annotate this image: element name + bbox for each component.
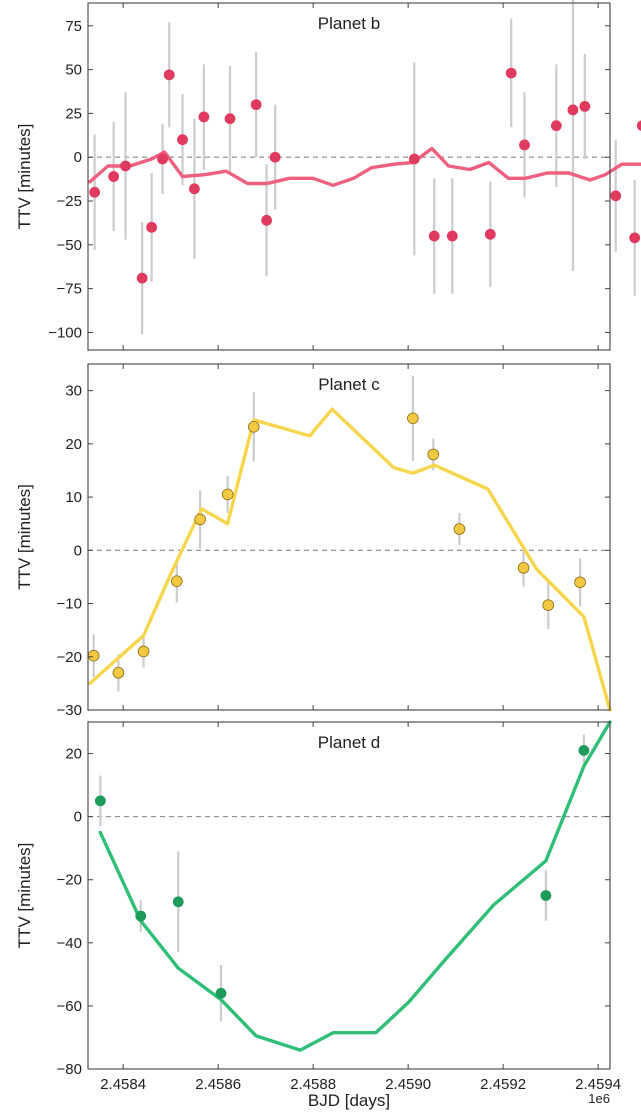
data-point	[194, 513, 206, 526]
data-point	[517, 562, 530, 574]
y-tick-label: 10	[65, 489, 82, 506]
data-point	[579, 100, 591, 112]
y-tick-label: −25	[57, 193, 82, 210]
data-point	[136, 272, 148, 284]
data-point	[636, 120, 641, 131]
plot-frame	[87, 363, 611, 711]
data-point	[177, 134, 188, 146]
data-point	[542, 599, 555, 611]
y-axis-label: TTV [minutes]	[15, 484, 34, 590]
data-point	[446, 230, 458, 242]
data-point	[172, 896, 184, 908]
panel-title: Planet c	[318, 375, 380, 394]
y-tick-label: −40	[57, 935, 82, 952]
y-tick-label: 25	[65, 105, 82, 122]
data-point	[163, 69, 175, 81]
y-tick-label: 30	[65, 383, 82, 400]
data-point	[108, 171, 120, 182]
model-line	[88, 146, 641, 187]
data-point	[578, 744, 590, 756]
data-point	[87, 649, 100, 662]
data-point	[89, 186, 101, 198]
data-point	[247, 421, 260, 433]
y-tick-label: 0	[74, 149, 82, 166]
data-point	[221, 488, 234, 501]
data-point	[408, 153, 420, 165]
plot-frame	[87, 2, 611, 351]
data-point	[519, 139, 530, 151]
data-point	[188, 183, 200, 195]
x-tick-label: 2.4594	[575, 1076, 621, 1093]
x-tick-label: 2.4584	[100, 1076, 146, 1093]
y-tick-label: 20	[65, 746, 82, 763]
y-tick-label: −75	[57, 281, 82, 298]
data-point	[453, 523, 466, 535]
data-point	[540, 890, 552, 901]
data-point	[146, 221, 158, 233]
y-axis-label: TTV [minutes]	[15, 843, 34, 949]
planet-b-panel: 75 50 25 0 −25 −50 −75 −100 Planet b TTV [minutes…	[15, 0, 641, 351]
data-point	[567, 104, 579, 116]
panel-title: Planet d	[318, 733, 380, 752]
data-point	[215, 987, 227, 999]
data-point	[550, 120, 562, 132]
data-point	[250, 99, 262, 111]
data-point	[574, 576, 586, 589]
data-point	[135, 910, 147, 922]
y-tick-label: −60	[57, 998, 82, 1015]
model-line	[98, 720, 612, 1052]
data-point	[610, 190, 622, 202]
y-axis-label: TTV [minutes]	[15, 124, 34, 230]
x-tick-label: 2.4590	[385, 1076, 431, 1093]
data-point	[407, 412, 419, 425]
y-tick-label: 75	[65, 18, 82, 35]
data-point	[261, 214, 272, 226]
y-tick-label: −20	[57, 872, 82, 889]
x-tick-label: 2.4592	[480, 1076, 526, 1093]
panel-title: Planet b	[318, 14, 380, 33]
y-tick-label: −10	[57, 596, 82, 613]
y-tick-label: 0	[74, 809, 82, 826]
y-tick-label: 50	[65, 62, 82, 79]
data-point	[198, 111, 210, 123]
data-point	[484, 228, 496, 240]
data-point	[269, 151, 281, 163]
y-tick-label: 0	[74, 542, 82, 559]
data-point	[428, 230, 440, 242]
x-tick-label: 2.4588	[290, 1076, 336, 1093]
planet-d-panel: 20 0 −20 −40 −60 −80 2.4584 2.4586 2.4588 2.4590 2…	[15, 720, 621, 1110]
x-tick-label: 2.4586	[195, 1076, 241, 1093]
data-point	[137, 645, 150, 658]
y-tick-label: −30	[57, 702, 82, 719]
model-line	[88, 407, 612, 712]
x-axis-offset-label: 1e6	[588, 1091, 610, 1106]
y-tick-label: −50	[57, 237, 82, 254]
data-point	[427, 448, 440, 461]
y-tick-label: −100	[48, 324, 82, 341]
data-point	[112, 666, 125, 679]
data-point	[629, 232, 641, 244]
data-point	[120, 160, 131, 172]
x-axis-label: BJD [days]	[308, 1091, 390, 1110]
data-point	[224, 113, 236, 125]
data-point	[171, 575, 183, 587]
y-tick-label: −20	[57, 649, 82, 666]
data-point	[157, 153, 168, 165]
plot-frame	[87, 721, 611, 1070]
data-point	[94, 795, 106, 807]
data-point	[505, 67, 517, 79]
y-tick-label: 20	[65, 436, 82, 453]
planet-c-panel: 30 20 10 0 −10 −20 −30 Planet c TTV [minutes]	[15, 363, 612, 719]
y-tick-label: −80	[57, 1061, 82, 1078]
